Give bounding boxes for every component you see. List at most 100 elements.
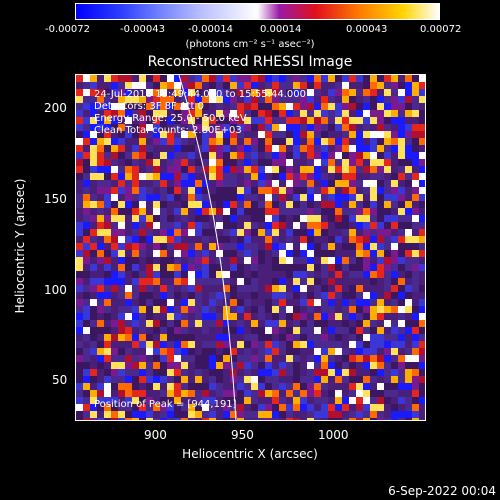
image-pixel <box>244 285 251 292</box>
image-pixel <box>349 138 356 145</box>
image-pixel <box>209 180 216 187</box>
image-pixel <box>167 194 174 201</box>
image-pixel <box>209 264 216 271</box>
image-pixel <box>377 334 384 341</box>
image-pixel <box>237 264 244 271</box>
image-pixel <box>335 222 342 229</box>
image-pixel <box>244 348 251 355</box>
image-pixel <box>251 187 258 194</box>
image-pixel <box>314 306 321 313</box>
image-pixel <box>300 320 307 327</box>
image-pixel <box>181 411 188 418</box>
image-pixel <box>405 117 412 124</box>
image-pixel <box>125 320 132 327</box>
image-pixel <box>174 159 181 166</box>
image-pixel <box>97 243 104 250</box>
image-pixel <box>188 348 195 355</box>
image-pixel <box>286 334 293 341</box>
image-pixel <box>90 418 97 420</box>
image-pixel <box>132 117 139 124</box>
image-pixel <box>272 334 279 341</box>
image-pixel <box>265 152 272 159</box>
image-pixel <box>314 117 321 124</box>
image-pixel <box>181 96 188 103</box>
image-pixel <box>349 348 356 355</box>
image-pixel <box>209 215 216 222</box>
image-pixel <box>419 117 425 124</box>
image-pixel <box>328 89 335 96</box>
image-pixel <box>223 313 230 320</box>
image-pixel <box>160 369 167 376</box>
image-pixel <box>237 376 244 383</box>
image-pixel <box>321 383 328 390</box>
image-pixel <box>195 103 202 110</box>
image-pixel <box>244 278 251 285</box>
image-pixel <box>181 187 188 194</box>
image-pixel <box>195 306 202 313</box>
image-pixel <box>405 215 412 222</box>
image-pixel <box>419 103 425 110</box>
image-pixel <box>223 222 230 229</box>
image-pixel <box>230 138 237 145</box>
image-pixel <box>363 348 370 355</box>
image-pixel <box>370 313 377 320</box>
image-pixel <box>300 173 307 180</box>
image-pixel <box>181 313 188 320</box>
image-pixel <box>377 411 384 418</box>
image-pixel <box>195 229 202 236</box>
image-pixel <box>335 187 342 194</box>
image-pixel <box>363 103 370 110</box>
image-pixel <box>167 145 174 152</box>
image-pixel <box>272 82 279 89</box>
image-pixel <box>258 222 265 229</box>
image-pixel <box>230 278 237 285</box>
image-pixel <box>132 215 139 222</box>
image-pixel <box>300 397 307 404</box>
image-pixel <box>160 124 167 131</box>
image-pixel <box>132 243 139 250</box>
image-pixel <box>216 180 223 187</box>
image-pixel <box>216 404 223 411</box>
image-pixel <box>398 117 405 124</box>
image-pixel <box>202 75 209 82</box>
image-pixel <box>279 180 286 187</box>
image-pixel <box>258 320 265 327</box>
image-pixel <box>349 320 356 327</box>
image-pixel <box>377 110 384 117</box>
image-pixel <box>342 243 349 250</box>
image-pixel <box>139 103 146 110</box>
image-pixel <box>258 355 265 362</box>
image-pixel <box>342 222 349 229</box>
image-pixel <box>188 327 195 334</box>
image-pixel <box>258 124 265 131</box>
image-pixel <box>405 166 412 173</box>
image-pixel <box>279 404 286 411</box>
image-pixel <box>349 124 356 131</box>
image-pixel <box>356 208 363 215</box>
image-pixel <box>412 194 419 201</box>
image-pixel <box>349 285 356 292</box>
image-pixel <box>405 376 412 383</box>
image-pixel <box>258 187 265 194</box>
image-pixel <box>412 229 419 236</box>
image-pixel <box>412 264 419 271</box>
image-pixel <box>349 418 356 420</box>
image-pixel <box>167 334 174 341</box>
image-pixel <box>377 222 384 229</box>
image-pixel <box>97 299 104 306</box>
image-pixel <box>419 180 425 187</box>
image-pixel <box>230 257 237 264</box>
image-pixel <box>258 173 265 180</box>
image-pixel <box>321 327 328 334</box>
image-pixel <box>230 404 237 411</box>
image-pixel <box>216 383 223 390</box>
image-pixel <box>216 362 223 369</box>
image-pixel <box>125 215 132 222</box>
image-pixel <box>118 89 125 96</box>
image-pixel <box>83 341 90 348</box>
image-pixel <box>398 320 405 327</box>
image-pixel <box>328 75 335 82</box>
image-pixel <box>132 236 139 243</box>
image-pixel <box>279 138 286 145</box>
image-pixel <box>265 257 272 264</box>
